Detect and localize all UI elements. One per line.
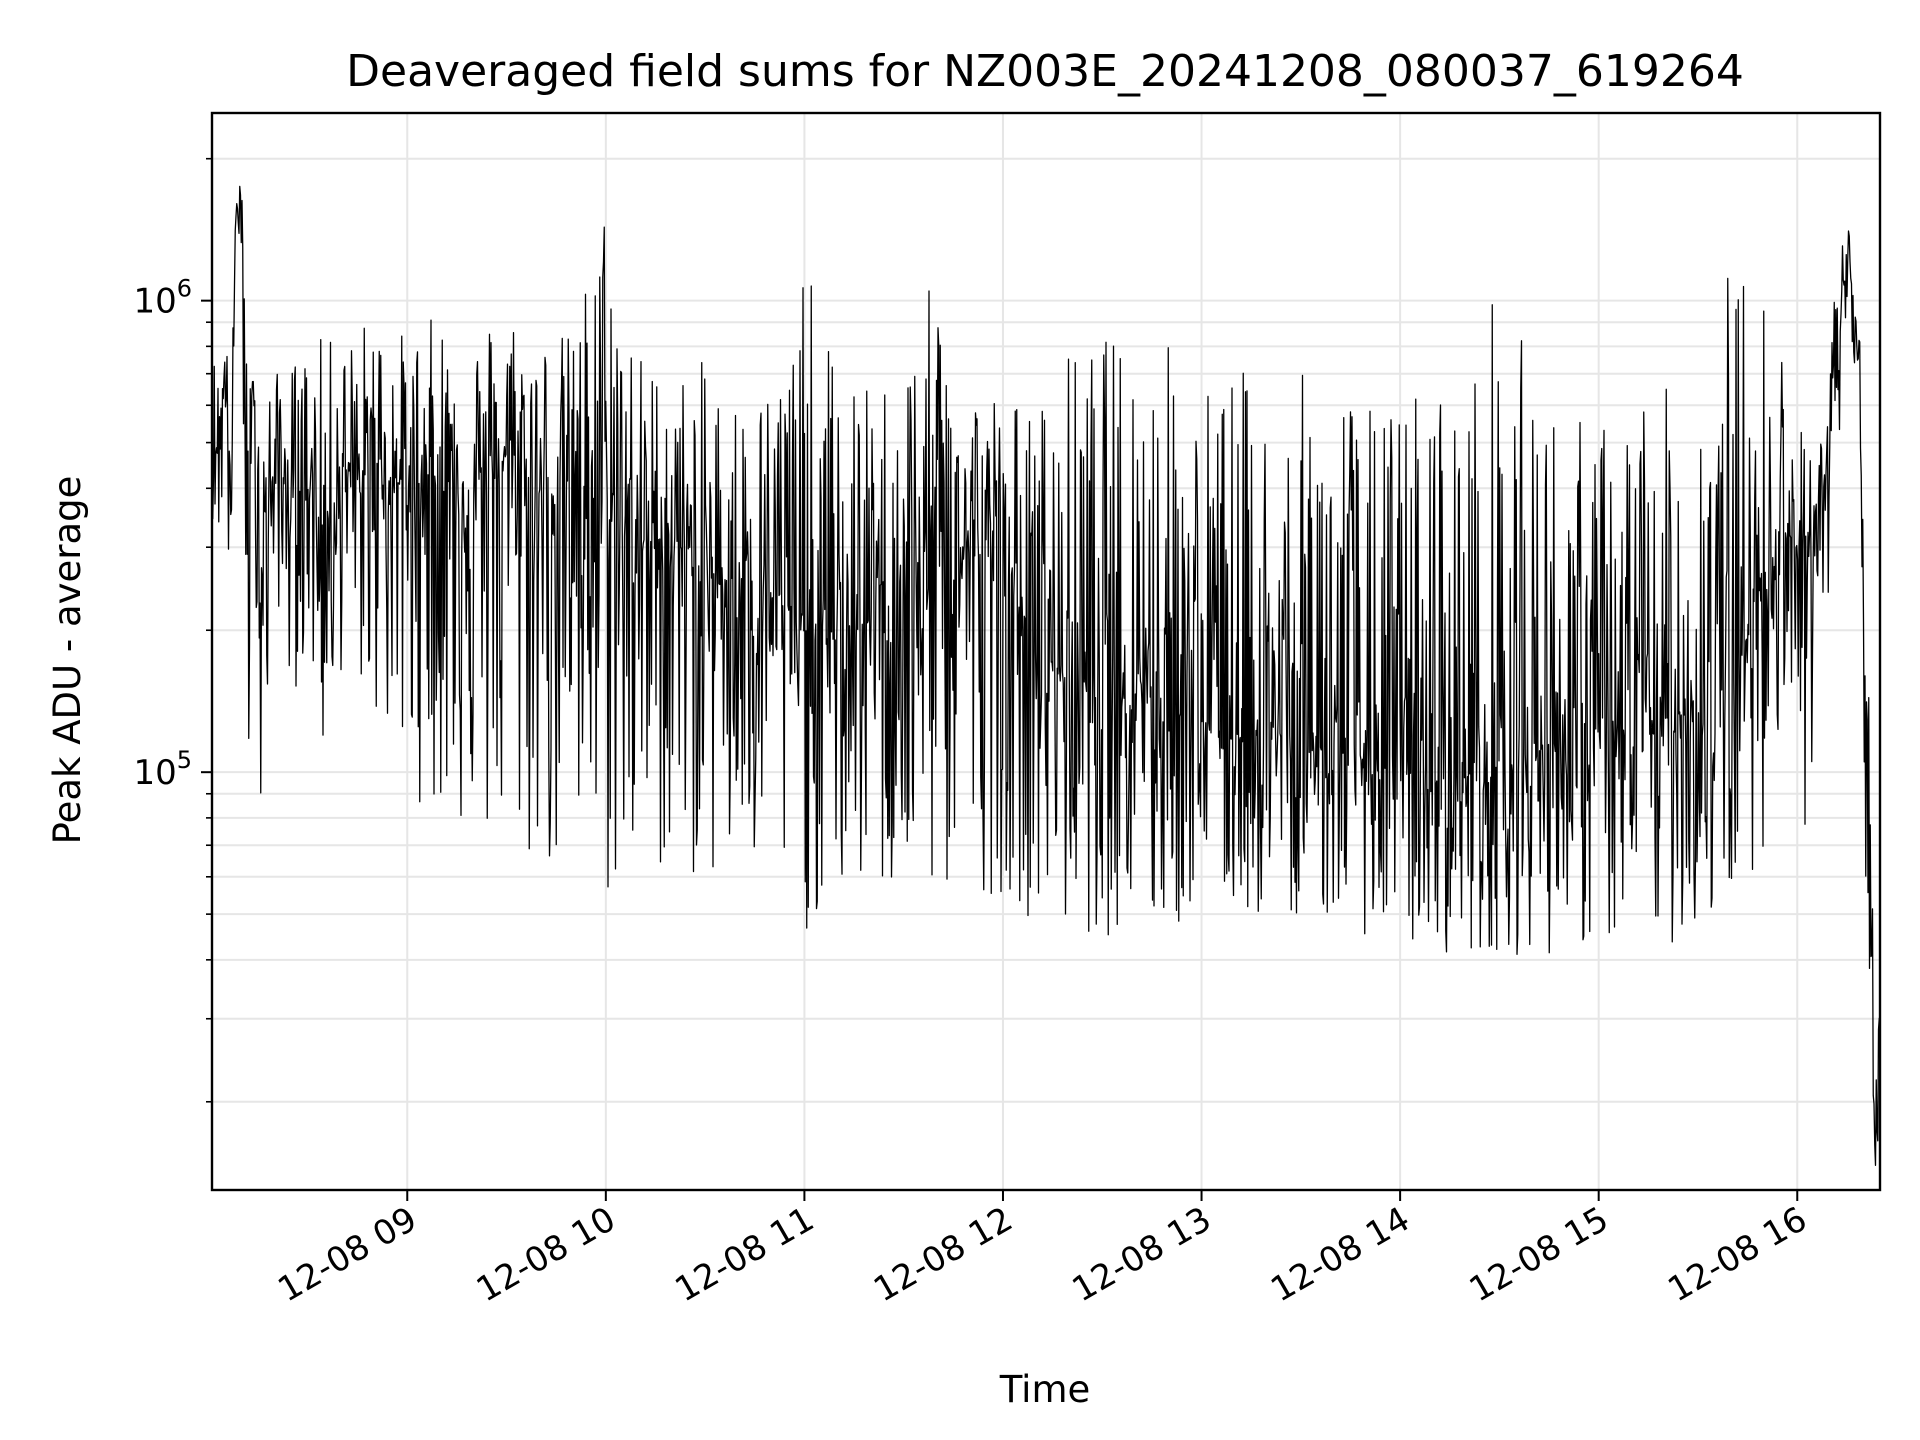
y-tick-label: 106 xyxy=(133,275,192,322)
chart-title: Deaveraged field sums for NZ003E_2024120… xyxy=(346,46,1744,97)
y-tick-label: 105 xyxy=(133,746,192,793)
plot-frame xyxy=(210,111,1882,1192)
series-line xyxy=(211,185,1881,1166)
x-axis-label: Time xyxy=(999,1368,1091,1411)
series-layer xyxy=(211,185,1881,1166)
y-axis-label: Peak ADU - average xyxy=(46,476,89,845)
